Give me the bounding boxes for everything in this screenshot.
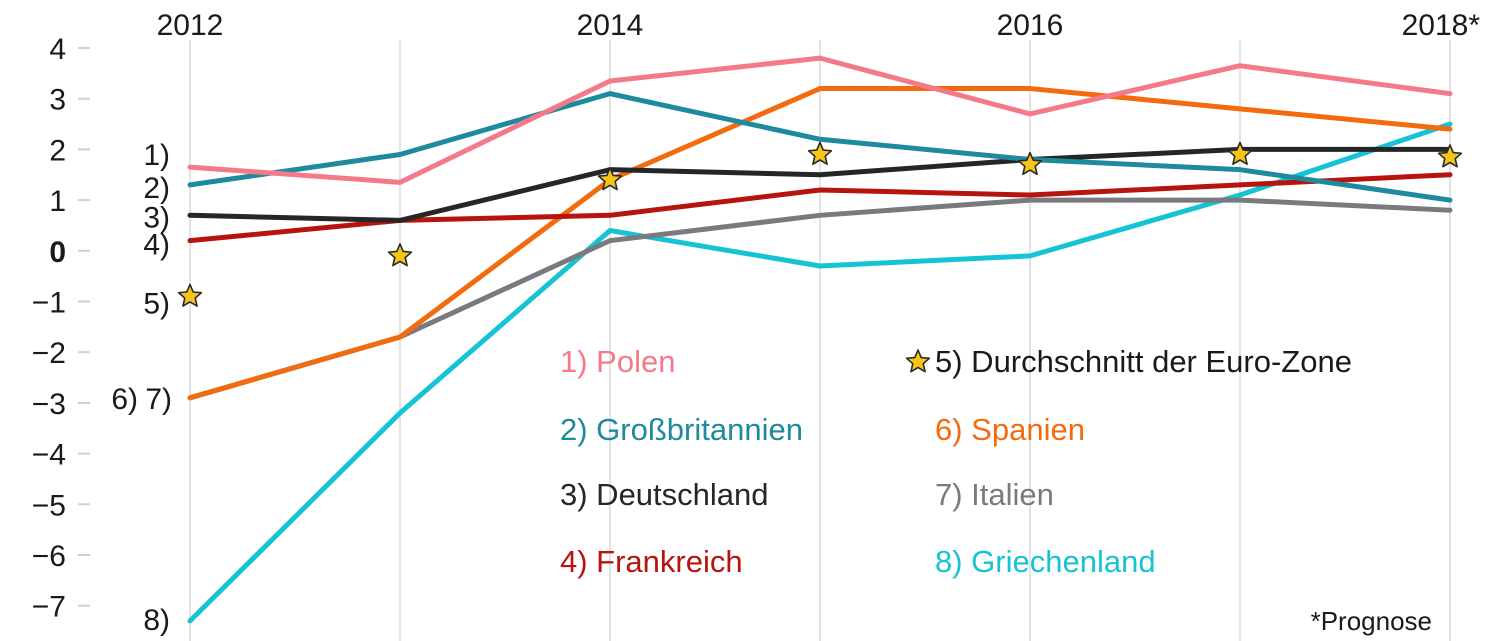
- y-tick-label: 2: [49, 134, 66, 167]
- legend-entry-grossbritannien: 2) Großbritannien: [560, 412, 803, 447]
- eurozone-star-marker: [387, 243, 413, 267]
- y-tick-label: −4: [32, 439, 66, 472]
- series-marker-polen: 1): [143, 139, 170, 172]
- y-axis-ticks: 4 3 2 1 0 −1 −2 −3 −4 −5 −6 −7: [32, 33, 90, 624]
- eurozone-star-marker: [1227, 141, 1253, 165]
- y-tick-label: 3: [49, 84, 66, 117]
- legend-entry-frankreich: 4) Frankreich: [560, 544, 743, 579]
- x-tick-label: 2016: [997, 9, 1064, 42]
- y-tick-label: −1: [32, 287, 66, 320]
- y-tick-label: −6: [32, 540, 66, 573]
- series-marker-grossbritannien: 2): [143, 172, 170, 205]
- y-tick-label: −5: [32, 489, 66, 522]
- legend-star-icon: [905, 349, 931, 373]
- eurozone-markers: [177, 141, 1463, 307]
- series-marker-deutschland: 3): [143, 201, 170, 234]
- series-start-markers: 1)2)3)4) 8) 5) 6) 7): [111, 139, 172, 637]
- series-marker-spanien: 6): [111, 383, 138, 416]
- y-tick-label: −7: [32, 591, 66, 624]
- series-line-griechenland: [187, 121, 1453, 624]
- eurozone-star-marker: [1437, 144, 1463, 168]
- legend-entry-spanien: 6) Spanien: [935, 412, 1085, 447]
- x-tick-label: 2012: [157, 9, 224, 42]
- eurozone-star-marker: [177, 283, 203, 307]
- series-marker-eurozone: 5): [143, 288, 170, 321]
- y-tick-label: 0: [49, 236, 66, 269]
- series-line-grossbritannien: [187, 91, 1453, 203]
- legend-entry-griechenland: 8) Griechenland: [935, 544, 1156, 579]
- x-tick-label: 2014: [577, 9, 644, 42]
- y-tick-label: 4: [49, 33, 66, 66]
- series-marker-frankreich: 4): [143, 229, 170, 262]
- series-marker-italien: 7): [145, 383, 172, 416]
- footnote: *Prognose: [1311, 606, 1432, 636]
- y-tick-label: 1: [49, 185, 66, 218]
- legend-entry-italien: 7) Italien: [935, 477, 1054, 512]
- eurozone-star-marker: [807, 141, 833, 165]
- series-line-polen: [187, 55, 1453, 185]
- series-lines: [187, 55, 1453, 624]
- legend: 1) Polen 2) Großbritannien 3) Deutschland 4…: [560, 344, 1352, 579]
- series-marker-griechenland: 8): [143, 604, 170, 637]
- legend-entry-deutschland: 3) Deutschland: [560, 477, 769, 512]
- eurozone-star-marker: [597, 167, 623, 191]
- x-axis-ticks: 2012 2014 2016 2018*: [157, 9, 1481, 42]
- y-tick-label: −2: [32, 337, 66, 370]
- legend-entry-eurozone: 5) Durchschnitt der Euro-Zone: [935, 344, 1352, 379]
- x-tick-label: 2018*: [1402, 9, 1481, 42]
- y-tick-label: −3: [32, 388, 66, 421]
- eurozone-star-marker: [1017, 151, 1043, 176]
- legend-entry-polen: 1) Polen: [560, 344, 675, 379]
